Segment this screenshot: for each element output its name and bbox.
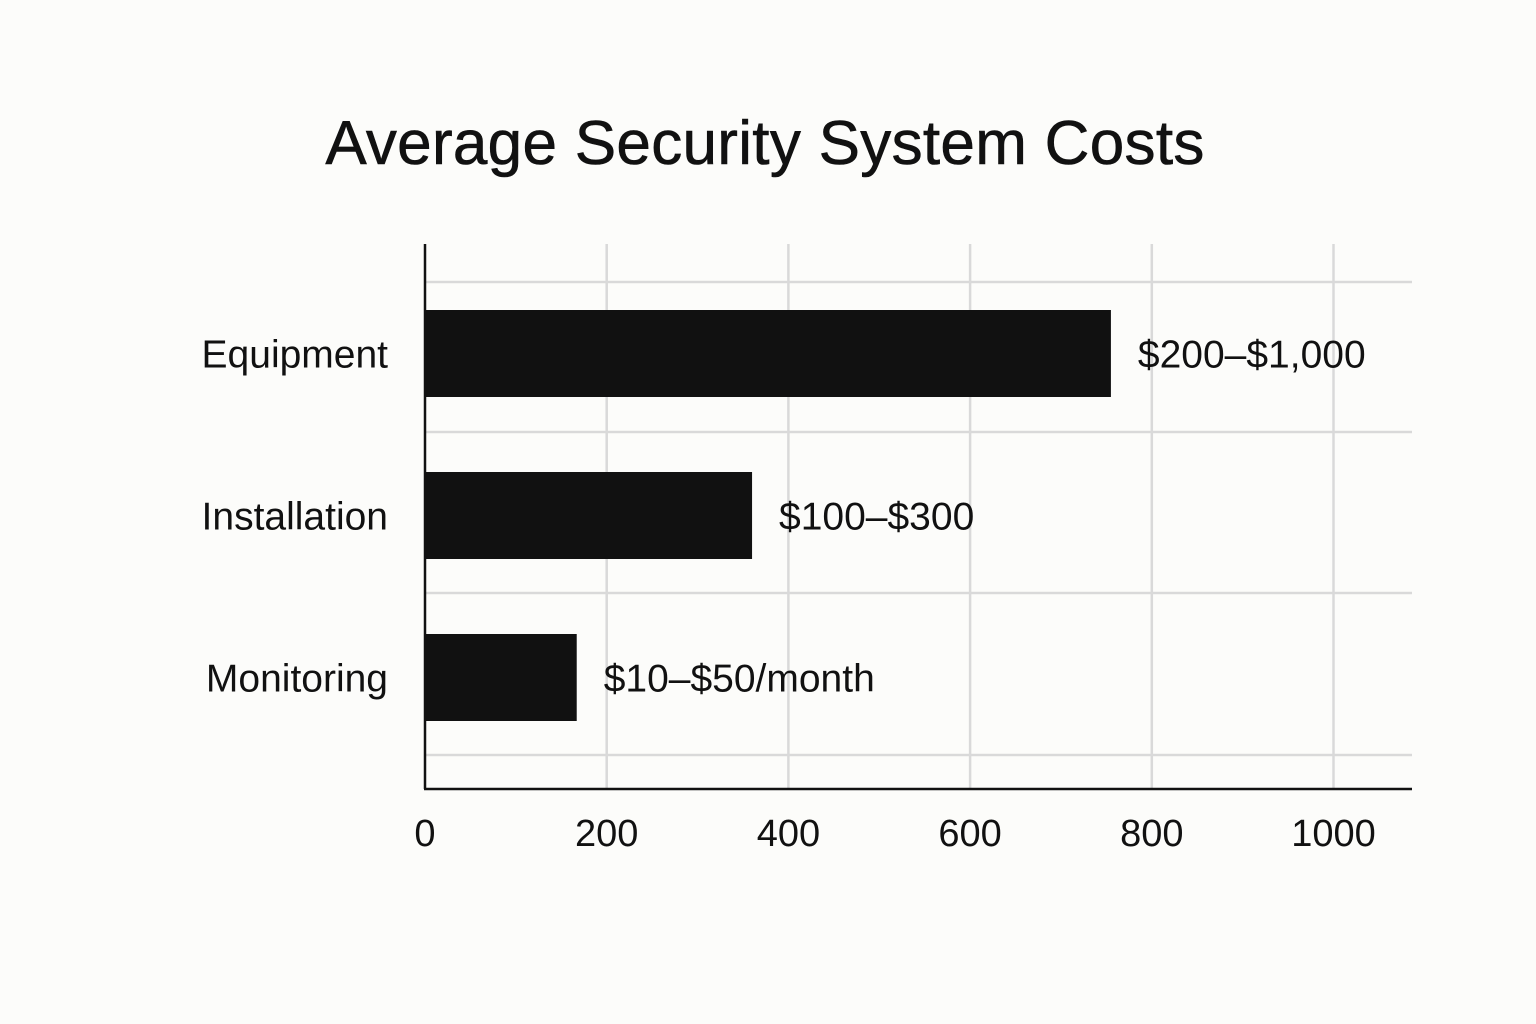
bar-equipment <box>425 310 1111 397</box>
chart-title: Average Security System Costs <box>325 109 1205 179</box>
category-label-equipment: Equipment <box>202 334 389 377</box>
bar-monitoring <box>425 634 577 721</box>
x-tick-label: 200 <box>575 813 638 855</box>
x-tick-label: 1000 <box>1291 813 1376 855</box>
x-tick-label: 0 <box>414 813 435 855</box>
x-tick-label: 800 <box>1120 813 1183 855</box>
data-label-monitoring: $10–$50/month <box>604 658 875 701</box>
category-label-monitoring: Monitoring <box>206 658 388 701</box>
x-tick-label: 400 <box>757 813 820 855</box>
data-label-installation: $100–$300 <box>779 496 974 539</box>
category-label-installation: Installation <box>202 496 388 539</box>
data-label-equipment: $200–$1,000 <box>1138 334 1366 377</box>
x-tick-label: 600 <box>938 813 1001 855</box>
bar-installation <box>425 472 753 559</box>
